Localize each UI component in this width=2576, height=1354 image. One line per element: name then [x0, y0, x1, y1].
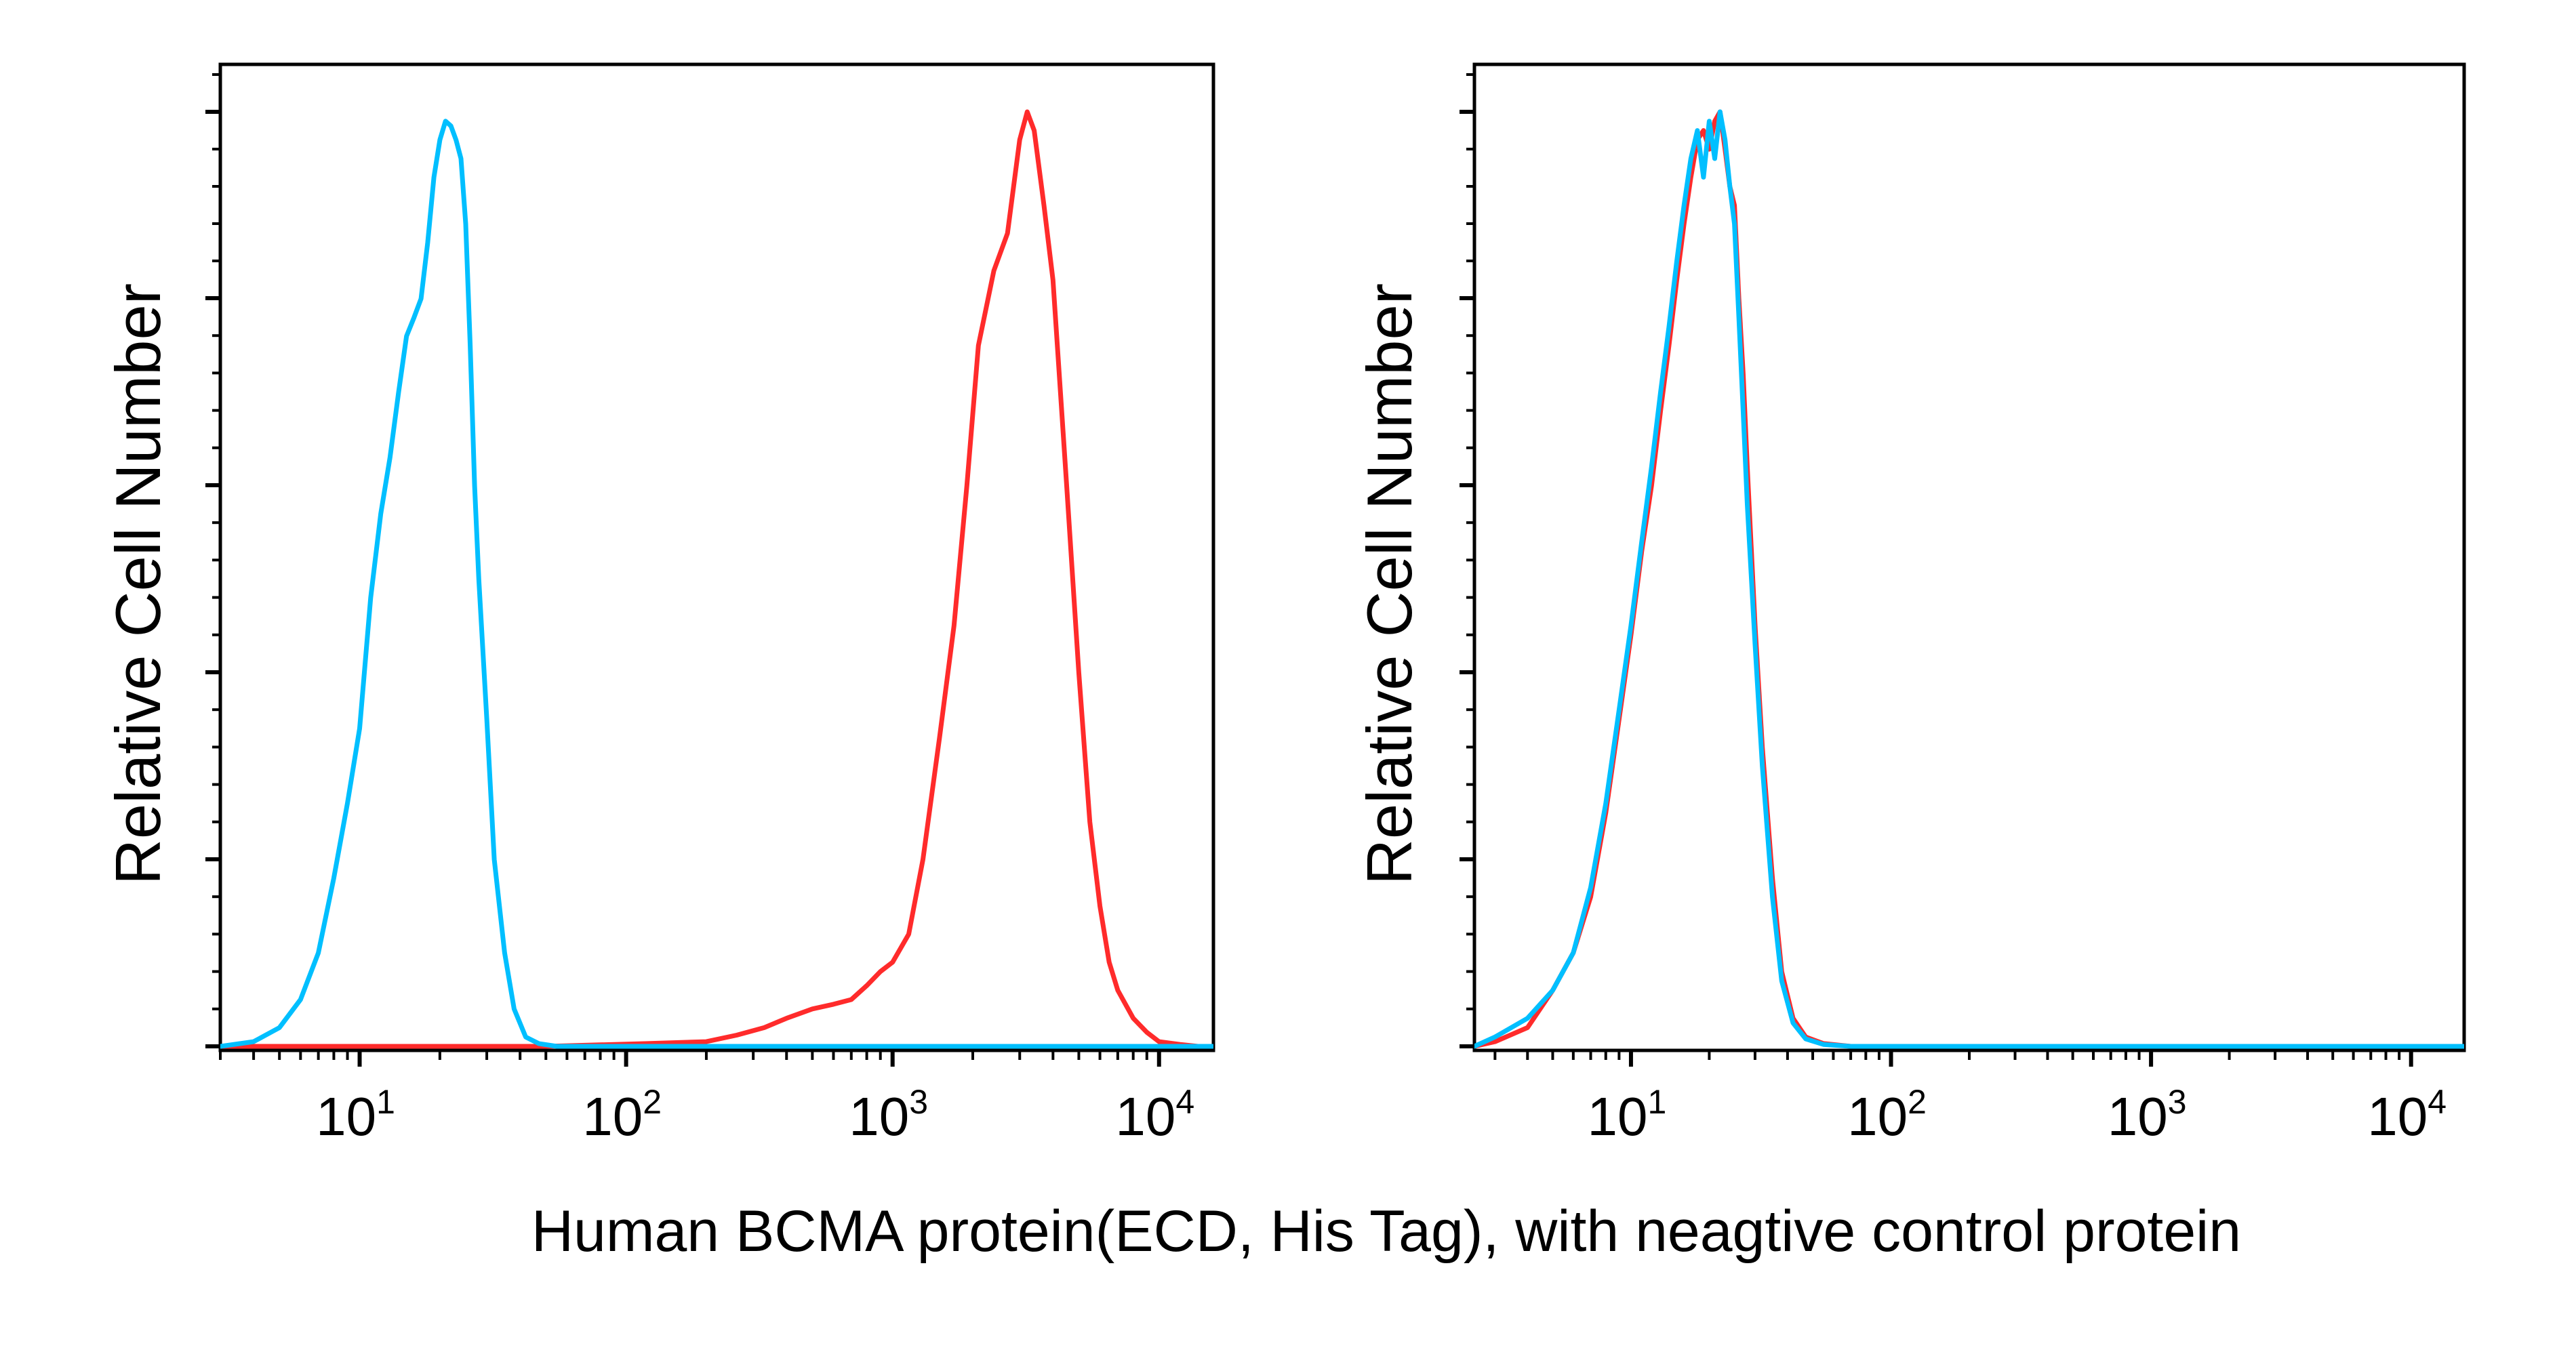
x-tick-label: 103	[849, 1083, 928, 1147]
plot-frame	[218, 62, 1215, 1052]
x-tick-label: 102	[1847, 1083, 1927, 1147]
x-tick-label-base: 10	[316, 1086, 376, 1147]
x-tick-label-exponent: 4	[1175, 1083, 1194, 1121]
figure-xlabel: Human BCMA protein(ECD, His Tag), with n…	[531, 1199, 2241, 1264]
x-tick-label-base: 10	[1847, 1086, 1908, 1147]
left-panel: Relative Cell Number 101 102 103 104	[102, 62, 1215, 1147]
x-tick-label-base: 10	[849, 1086, 909, 1147]
x-tick-label-exponent: 1	[376, 1083, 395, 1121]
x-tick-label: 101	[316, 1083, 395, 1147]
x-tick-label-exponent: 3	[2168, 1083, 2187, 1121]
x-tick-label-base: 10	[582, 1086, 643, 1147]
x-tick-label-base: 10	[2367, 1086, 2428, 1147]
blue-histogram-curve	[220, 119, 1213, 1049]
x-tick-label: 103	[2108, 1083, 2187, 1147]
x-tick-label-exponent: 4	[2428, 1083, 2447, 1121]
x-tick-label-exponent: 1	[1648, 1083, 1667, 1121]
x-tick-label: 104	[1115, 1083, 1194, 1147]
red-histogram-curve	[220, 109, 1213, 1049]
x-tick-label-exponent: 2	[1908, 1083, 1927, 1121]
blue-histogram-curve	[1474, 109, 2464, 1049]
right-panel: Relative Cell Number 101 102 103 104	[1354, 62, 2466, 1147]
x-tick-label-exponent: 3	[909, 1083, 928, 1121]
x-tick-label-exponent: 2	[643, 1083, 662, 1121]
x-tick-label: 104	[2367, 1083, 2447, 1147]
left-panel-ylabel: Relative Cell Number	[102, 283, 174, 885]
x-tick-label: 101	[1588, 1083, 1667, 1147]
x-tick-label-base: 10	[1588, 1086, 1648, 1147]
x-tick-label: 102	[582, 1083, 662, 1147]
x-tick-label-base: 10	[1115, 1086, 1175, 1147]
right-panel-ylabel: Relative Cell Number	[1354, 283, 1425, 885]
x-tick-label-base: 10	[2108, 1086, 2168, 1147]
